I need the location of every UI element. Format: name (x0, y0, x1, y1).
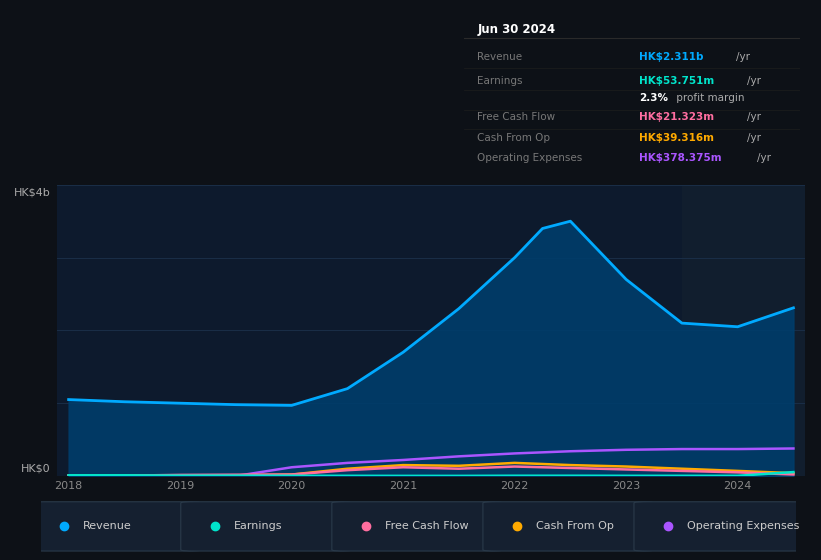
Text: HK$21.323m: HK$21.323m (639, 112, 714, 122)
Text: /yr: /yr (746, 112, 760, 122)
Text: Jun 30 2024: Jun 30 2024 (477, 23, 556, 36)
Text: 2.3%: 2.3% (639, 93, 668, 103)
Text: Free Cash Flow: Free Cash Flow (477, 112, 556, 122)
FancyBboxPatch shape (332, 502, 502, 551)
Text: Earnings: Earnings (234, 521, 282, 531)
Text: Operating Expenses: Operating Expenses (687, 521, 799, 531)
FancyBboxPatch shape (30, 502, 200, 551)
Text: /yr: /yr (758, 153, 772, 163)
Text: HK$4b: HK$4b (14, 188, 51, 198)
Text: HK$378.375m: HK$378.375m (639, 153, 722, 163)
Text: HK$39.316m: HK$39.316m (639, 133, 714, 143)
Text: Free Cash Flow: Free Cash Flow (385, 521, 468, 531)
Text: HK$53.751m: HK$53.751m (639, 76, 714, 86)
FancyBboxPatch shape (483, 502, 654, 551)
Text: Operating Expenses: Operating Expenses (477, 153, 583, 163)
Text: Cash From Op: Cash From Op (477, 133, 550, 143)
Bar (682, 185, 805, 476)
Text: profit margin: profit margin (672, 93, 744, 103)
FancyBboxPatch shape (181, 502, 351, 551)
Text: HK$0: HK$0 (21, 463, 51, 473)
Text: Revenue: Revenue (477, 53, 522, 63)
Text: Revenue: Revenue (83, 521, 131, 531)
Text: /yr: /yr (746, 76, 760, 86)
Text: /yr: /yr (736, 53, 750, 63)
Text: Earnings: Earnings (477, 76, 523, 86)
Text: Cash From Op: Cash From Op (536, 521, 613, 531)
Text: HK$2.311b: HK$2.311b (639, 53, 704, 63)
FancyBboxPatch shape (634, 502, 805, 551)
Text: /yr: /yr (746, 133, 760, 143)
